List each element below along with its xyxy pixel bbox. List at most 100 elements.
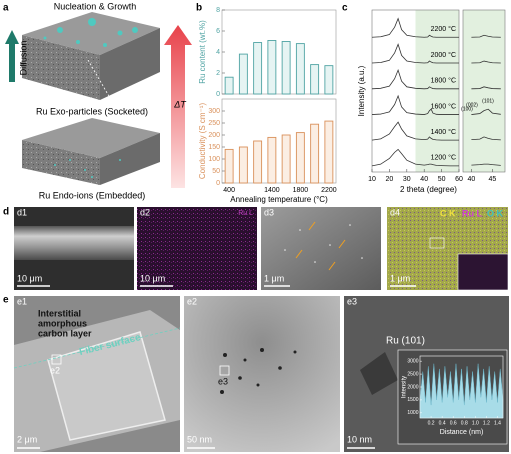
x-tick-label: 45 — [489, 176, 497, 183]
sub-label: d1 — [17, 207, 27, 217]
x-tick-label: 0.4 — [439, 420, 446, 426]
y-axis-label: Intensity (a.u.) — [357, 65, 366, 116]
x-tick-label: 60 — [455, 176, 463, 183]
particle — [329, 244, 331, 246]
box-label: e2 — [50, 365, 60, 375]
y-tick-label: 8 — [216, 7, 220, 14]
particle — [260, 348, 264, 352]
scale-label: 10 nm — [347, 434, 372, 444]
particles — [284, 224, 363, 263]
y-tick-label: 200 — [208, 132, 220, 139]
profile-area — [419, 363, 504, 419]
particle — [299, 229, 301, 231]
block-front — [22, 140, 100, 185]
x-tick-label: 1.4 — [494, 420, 501, 426]
bar — [295, 43, 305, 95]
surface-line — [13, 327, 181, 369]
xrd-line — [371, 17, 459, 38]
exo-particles — [43, 18, 138, 47]
sub-labels: d1 d2 d3 d4 Ru L C K Ru L O K — [17, 207, 504, 218]
y-tick-label: 50 — [212, 168, 220, 175]
xrd-line — [371, 68, 459, 90]
particle — [220, 390, 224, 394]
delta-t-label: ΔT — [173, 99, 187, 109]
bar — [324, 120, 334, 184]
particle — [278, 366, 282, 370]
bar — [267, 136, 277, 184]
x-tick-label: 1800 — [293, 187, 309, 194]
y-tick-label: 100 — [208, 156, 220, 163]
arrow — [308, 221, 316, 231]
scale-label: 1 μm — [390, 273, 410, 283]
scale-label: 50 nm — [187, 434, 212, 444]
y-tick-label: 4 — [216, 49, 220, 56]
series-label: 1600 °C — [431, 102, 456, 110]
y-tick-label: 0 — [216, 180, 220, 187]
eds-map — [137, 207, 257, 290]
ion — [91, 176, 93, 178]
particle — [132, 27, 138, 33]
bar — [310, 123, 320, 184]
y-tick-label: 1500 — [407, 397, 418, 403]
panel-label: a — [3, 3, 9, 14]
xrd-line — [371, 43, 459, 64]
ion — [119, 159, 121, 161]
panel-label: b — [196, 3, 202, 14]
x-tick-label: 0.8 — [461, 420, 468, 426]
zoom-box — [219, 365, 230, 376]
series-label: 1200 °C — [431, 154, 456, 162]
particle — [349, 224, 351, 226]
series-label: 1800 °C — [431, 77, 456, 85]
ion — [69, 159, 71, 161]
peak-label: (002) — [466, 103, 478, 109]
block-title: Nucleation & Growth — [54, 1, 137, 11]
y-tick-label: 150 — [208, 144, 220, 151]
sem-image — [261, 207, 381, 290]
particle — [88, 18, 96, 26]
bar — [310, 64, 320, 95]
xrd-line — [471, 163, 501, 166]
tem-image — [184, 296, 340, 452]
y-axis-label: Conductivity (S cm⁻¹) — [198, 103, 207, 180]
arrows — [295, 221, 346, 271]
layer-label: amorphous — [38, 318, 87, 328]
plot-frame — [371, 9, 460, 173]
block-side — [100, 133, 160, 185]
x-tick-label: 0.2 — [428, 420, 435, 426]
y-tick-label: 2500 — [407, 371, 418, 377]
particle — [57, 27, 63, 33]
sub-label: e2 — [187, 296, 197, 306]
x-tick-label: 1400 — [264, 187, 280, 194]
y-tick-label: 2000 — [407, 384, 418, 390]
scale-label: 1 μm — [264, 273, 284, 283]
particle — [76, 40, 80, 44]
particle — [117, 30, 123, 36]
nanoparticles — [220, 348, 297, 394]
particle — [293, 350, 297, 354]
xrd-line — [471, 136, 501, 141]
x-tick-label: 0.6 — [450, 420, 457, 426]
bar — [224, 76, 234, 95]
map-label: Ru L — [238, 210, 253, 217]
plot-frame — [462, 9, 506, 173]
block-top — [22, 118, 160, 158]
box-label: e3 — [218, 376, 228, 386]
y-tick-label: 6 — [216, 28, 220, 35]
y-tick-label: 0 — [216, 91, 220, 98]
arrow — [328, 261, 336, 271]
x-tick-label: 50 — [438, 176, 446, 183]
xrd-line — [371, 94, 459, 115]
diffusion-arrow — [5, 30, 19, 82]
plot-frame — [221, 98, 337, 184]
bar — [267, 40, 277, 95]
xrd-line — [471, 108, 501, 115]
bar — [238, 53, 248, 95]
ru-crystal — [360, 352, 398, 395]
y-tick-label: 300 — [208, 108, 220, 115]
particle — [361, 257, 363, 259]
particle — [284, 249, 286, 251]
particle — [103, 43, 107, 47]
panel-label: e — [3, 295, 9, 306]
x-axis-label: Distance (nm) — [440, 429, 484, 436]
sub-label: e1 — [17, 296, 27, 306]
